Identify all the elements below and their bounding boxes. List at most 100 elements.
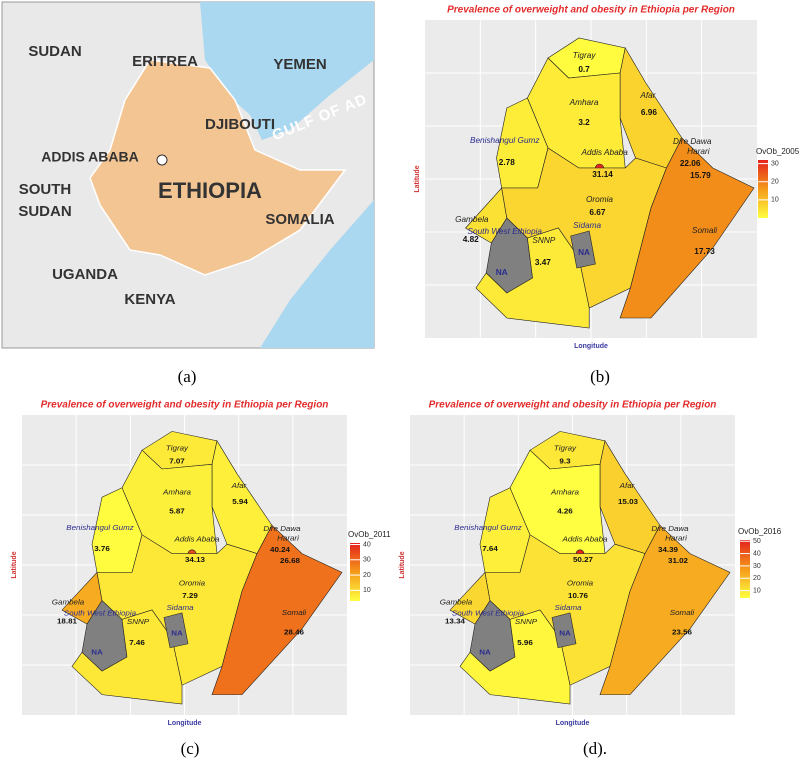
- region-name: Gambela: [455, 215, 489, 224]
- region-name: SNNP: [127, 617, 150, 626]
- legend-tick-label: 10: [771, 197, 779, 204]
- region-name: Amhara: [162, 488, 192, 497]
- region-name: Amhara: [569, 98, 599, 107]
- place-label: ERITREA: [132, 53, 198, 70]
- region-name: Gambela: [440, 598, 473, 607]
- region-value: 4.26: [557, 507, 573, 516]
- region-value: 40.24: [270, 545, 291, 554]
- region-map: Tigray 7.07 Afar 5.94 Amhara 5.87 Benishangul …: [52, 431, 343, 705]
- region-value: 5.94: [232, 497, 248, 506]
- legend-tick-label: 20: [363, 572, 371, 579]
- region-name: Benishangul Gumz: [66, 523, 134, 532]
- region-value: 34.13: [185, 555, 206, 564]
- region-value: 6.96: [641, 108, 658, 117]
- region-name: Amhara: [550, 488, 580, 497]
- region-name: Sidama: [166, 603, 194, 612]
- region-name: Sidama: [573, 221, 601, 230]
- caption: (a): [178, 367, 197, 386]
- place-label: UGANDA: [52, 266, 118, 283]
- legend-tick-label: 10: [363, 587, 371, 594]
- region-value: 4.82: [463, 235, 480, 244]
- region-map: Tigray 0.7 Afar 6.96 Amhara 3.2 Benishangul Gu…: [455, 37, 755, 329]
- region: [163, 612, 189, 648]
- region-value: 15.79: [690, 171, 711, 180]
- region-name: Addis Ababa: [173, 535, 220, 544]
- legend-colorbar: [740, 540, 750, 598]
- region-name: South West Ethiopia: [64, 609, 137, 618]
- legend-colorbar: [758, 160, 768, 218]
- region-name: Benishangul Gumz: [470, 136, 540, 145]
- region-name: Dire Dawa: [651, 524, 689, 533]
- region-value: NA: [91, 648, 103, 657]
- region-name: Tigray: [166, 444, 189, 453]
- x-axis-label: Longitude: [574, 343, 608, 350]
- region-name: Somali: [670, 608, 695, 617]
- region-value: NA: [496, 268, 508, 277]
- region-value: 22.06: [680, 159, 701, 168]
- chart-title: Prevalence of overweight and obesity in …: [429, 400, 717, 411]
- region-value: 7.46: [129, 638, 145, 647]
- place-label: SUDAN: [18, 203, 71, 220]
- region-name: Tigray: [573, 51, 597, 60]
- place-label: SOMALIA: [265, 211, 334, 228]
- region-value: NA: [171, 629, 183, 638]
- legend-tick-label: 30: [753, 563, 761, 570]
- region-name: Dire Dawa: [263, 524, 301, 533]
- region-map: Tigray 9.3 Afar 15.03 Amhara 4.26 Benishangul …: [440, 431, 731, 705]
- region-value: 7.07: [169, 457, 185, 466]
- region-name: Harari: [687, 147, 710, 156]
- chart-title: Prevalence of overweight and obesity in …: [41, 400, 329, 411]
- region-value: 31.14: [592, 170, 613, 179]
- region-value: 0.7: [578, 65, 590, 74]
- place-label: ETHIOPIA: [158, 178, 262, 203]
- region-value: 28.46: [284, 628, 305, 637]
- x-axis-label: Longitude: [556, 720, 590, 727]
- region: [570, 230, 596, 269]
- place-label: ADDIS ABABA: [41, 149, 138, 165]
- legend-tick-label: 50: [753, 538, 761, 545]
- place-label: SOUTH: [19, 181, 72, 198]
- region-value: 10.76: [568, 591, 589, 600]
- region-name: Gambela: [52, 598, 85, 607]
- region-name: Afar: [231, 481, 247, 490]
- region-name: South West Ethiopia: [452, 609, 525, 618]
- region-name: Oromia: [567, 579, 594, 588]
- region-value: 3.2: [578, 118, 590, 127]
- region-name: SNNP: [515, 617, 538, 626]
- region-name: Harari: [277, 534, 299, 543]
- region-value: 5.96: [517, 638, 533, 647]
- legend-tick-label: 20: [753, 575, 761, 582]
- region-value: 9.3: [559, 457, 571, 466]
- region-name: Tigray: [554, 444, 577, 453]
- region-value: 6.67: [589, 208, 606, 217]
- legend-tick-label: 40: [363, 541, 371, 548]
- region-name: Addis Ababa: [580, 148, 628, 157]
- region-value: NA: [479, 648, 491, 657]
- region-value: 7.29: [182, 591, 198, 600]
- region-name: Harari: [665, 534, 687, 543]
- region-value: NA: [559, 629, 571, 638]
- region: [211, 524, 343, 695]
- y-axis-label: Latitude: [11, 551, 18, 578]
- region-name: Benishangul Gumz: [454, 523, 522, 532]
- capital-marker: [156, 154, 168, 166]
- region-name: Sidama: [554, 603, 582, 612]
- region-name: Afar: [639, 91, 655, 100]
- region-name: Addis Ababa: [561, 535, 608, 544]
- region-value: 31.02: [668, 556, 688, 565]
- region-name: Somali: [282, 608, 307, 617]
- place-label: SUDAN: [28, 43, 81, 60]
- chart-title: Prevalence of overweight and obesity in …: [447, 5, 735, 16]
- region-value: 2.78: [499, 158, 516, 167]
- place-label: KENYA: [124, 291, 175, 308]
- red-sea: [200, 2, 374, 140]
- legend-title: OvOb_2005: [756, 147, 800, 156]
- region-value: 3.47: [535, 258, 552, 267]
- caption: (d).: [583, 739, 607, 758]
- legend-tick-label: 30: [363, 557, 371, 564]
- legend-title: OvOb_2016: [738, 527, 782, 536]
- indian-ocean: [260, 200, 374, 348]
- x-axis-label: Longitude: [168, 720, 202, 727]
- region-value: 23.56: [672, 628, 693, 637]
- region: [619, 137, 755, 319]
